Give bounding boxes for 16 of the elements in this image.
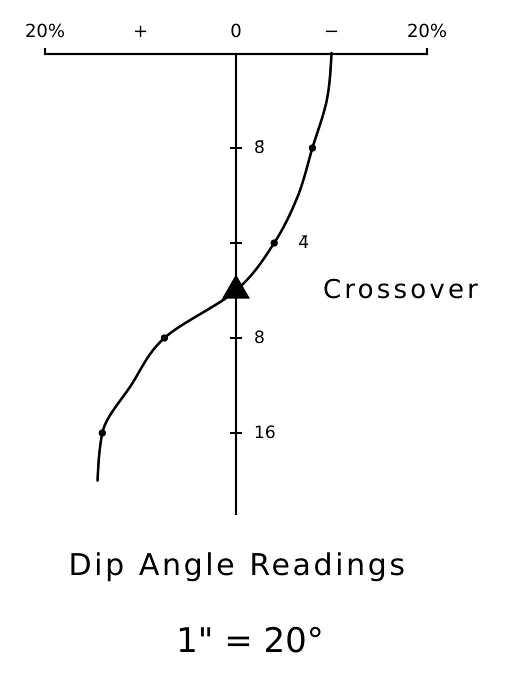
y-tick-label: 8̄ xyxy=(254,138,265,158)
x-tick-label: 20% xyxy=(24,21,66,42)
point xyxy=(270,239,278,247)
y-tick-label: 4̄ xyxy=(298,233,310,253)
x-tick-label: − xyxy=(324,21,340,42)
x-tick-label: 0 xyxy=(230,21,242,42)
point xyxy=(160,334,168,342)
x-tick-label: 20% xyxy=(406,21,448,42)
x-tick-label: + xyxy=(132,21,148,42)
text: 1" = 20° xyxy=(176,621,324,661)
point xyxy=(308,144,316,152)
point xyxy=(98,429,106,437)
annotation: Crossover xyxy=(323,275,482,305)
y-tick-label: 8 xyxy=(254,328,265,348)
text: Dip Angle Readings xyxy=(68,548,408,583)
y-tick-label: 16 xyxy=(254,423,276,443)
